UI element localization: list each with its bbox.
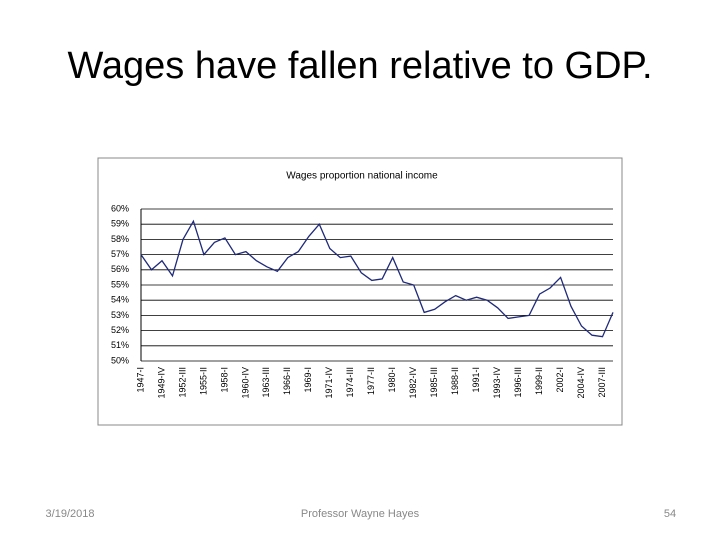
x-tick-label: 1960-IV: [240, 367, 250, 399]
date: 3/19/2018: [46, 508, 95, 520]
chart-frame: [97, 157, 623, 426]
y-tick-label: 52%: [111, 325, 129, 335]
y-tick-label: 53%: [111, 310, 129, 320]
x-tick-label: 1949-IV: [156, 367, 166, 399]
y-tick-label: 55%: [111, 279, 129, 289]
slide-title: Wages have fallen relative to GDP.: [67, 45, 652, 87]
x-tick-label: 1952-III: [177, 367, 187, 398]
x-tick-label: 1996-III: [513, 367, 523, 398]
x-tick-label: 1969-I: [303, 367, 313, 393]
x-tick-label: 1963-III: [261, 367, 271, 398]
x-tick-label: 2007-III: [597, 367, 607, 398]
page-number: 54: [664, 508, 676, 520]
chart-title: Wages proportion national income: [286, 171, 438, 182]
x-tick-label: 2002-I: [555, 367, 565, 393]
x-tick-label: 1999-II: [534, 367, 544, 395]
footer: Professor Wayne Hayes: [301, 508, 420, 520]
line: [140, 219, 614, 338]
y-tick-label: 56%: [111, 264, 129, 274]
y-tick-label: 54%: [111, 295, 129, 305]
y-tick-label: 59%: [111, 219, 129, 229]
x-tick-label: 1955-II: [198, 367, 208, 395]
y-tick-label: 50%: [111, 355, 129, 365]
y-tick-label: 60%: [111, 203, 129, 213]
x-tick-label: 1985-III: [429, 367, 439, 398]
x-tick-label: 1947-I: [135, 367, 145, 393]
y-tick-label: 58%: [111, 234, 129, 244]
y-tick-label: 51%: [111, 340, 129, 350]
x-tick-label: 1982-IV: [408, 367, 418, 399]
x-tick-label: 2004-IV: [576, 367, 586, 399]
x-tick-label: 1971-IV: [324, 367, 334, 399]
x-tick-label: 1966-II: [282, 367, 292, 395]
x-tick-label: 1974-III: [345, 367, 355, 398]
x-tick-label: 1988-II: [450, 367, 460, 395]
y-tick-label: 57%: [111, 249, 129, 259]
x-tick-label: 1958-I: [219, 367, 229, 393]
x-tick-label: 1991-I: [471, 367, 481, 393]
x-tick-label: 1977-II: [366, 367, 376, 395]
x-tick-label: 1980-I: [387, 367, 397, 393]
x-tick-label: 1993-IV: [492, 367, 502, 399]
